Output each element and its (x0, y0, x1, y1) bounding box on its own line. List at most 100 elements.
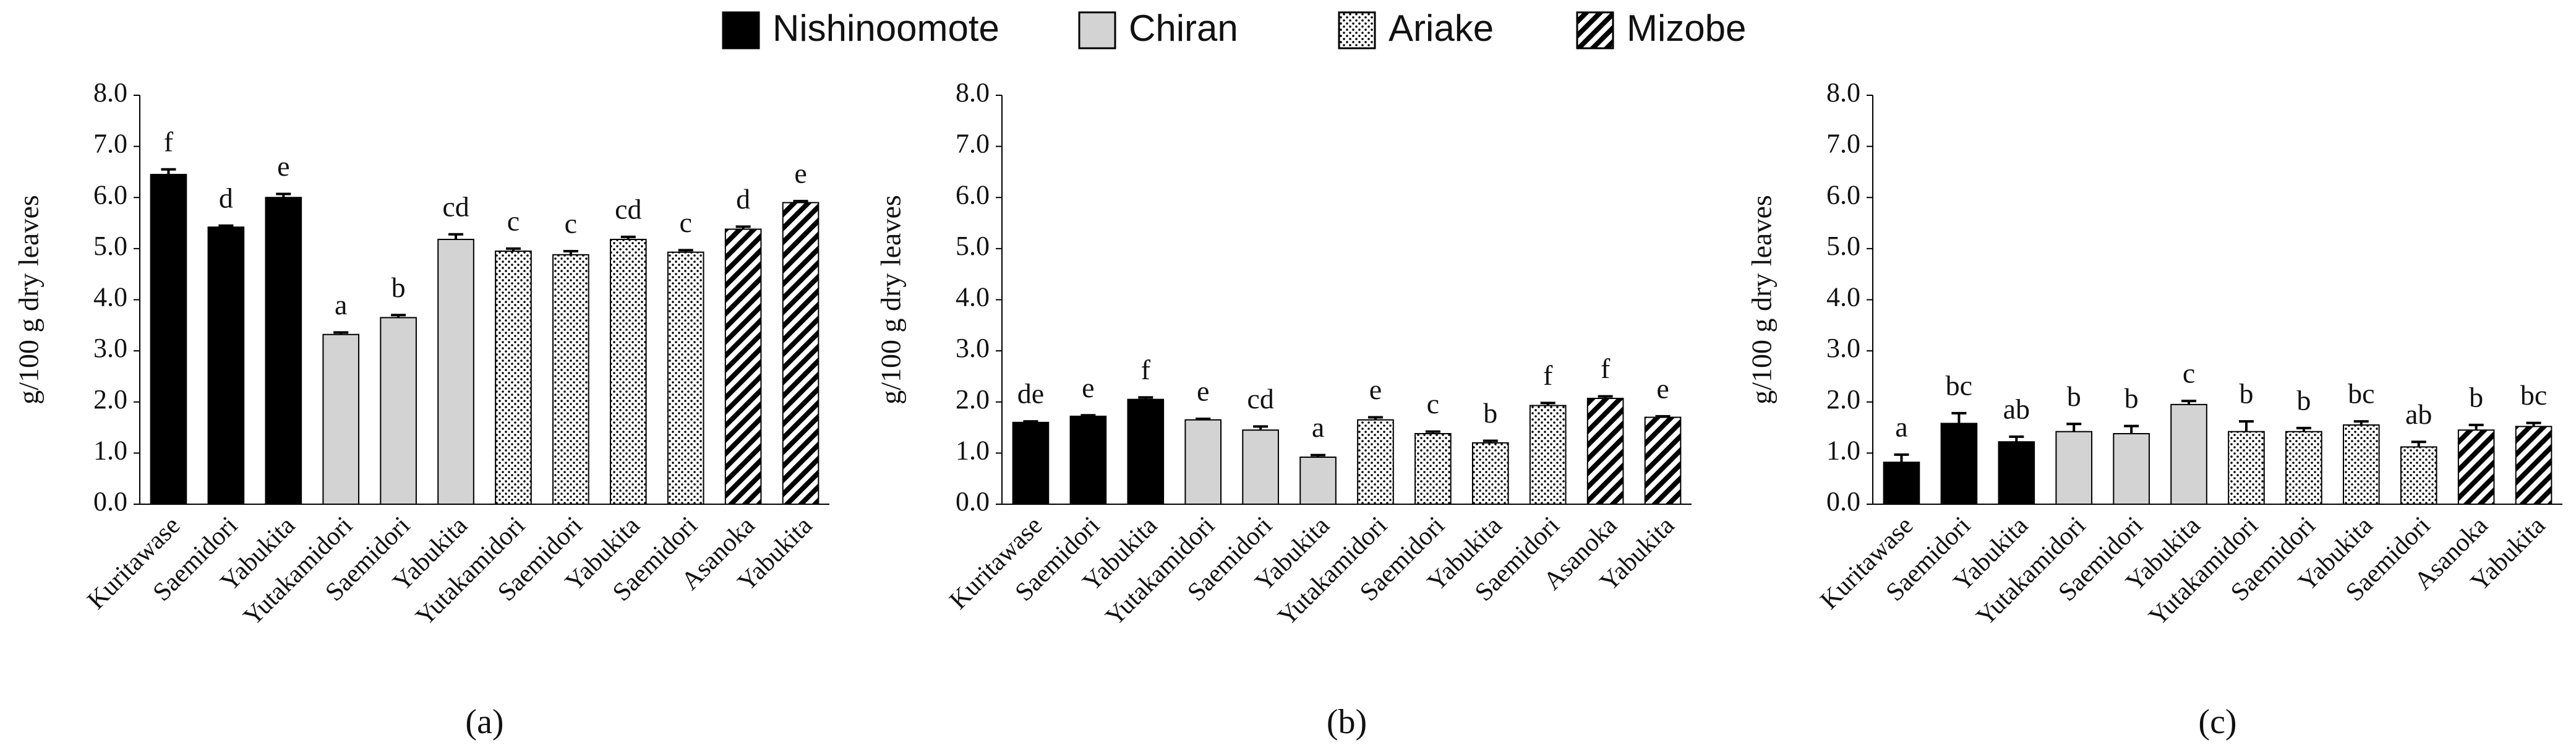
significance-letter: de (1017, 378, 1044, 410)
significance-letter: e (1082, 372, 1094, 403)
significance-letter: cd (442, 191, 469, 222)
y-tick-label: 0.0 (1826, 486, 1860, 517)
error-bar (1894, 453, 1909, 463)
y-tick-label: 0.0 (93, 486, 127, 517)
bar (265, 197, 302, 505)
significance-letter: a (335, 289, 347, 320)
significance-letter: ab (2405, 398, 2432, 430)
bar (2457, 429, 2495, 505)
error-bar (1311, 453, 1326, 457)
significance-letter: c (565, 208, 577, 239)
y-tick-label: 8.0 (93, 77, 127, 108)
bar (495, 251, 532, 505)
y-tick-label: 1.0 (956, 435, 990, 465)
error-bar (276, 192, 291, 198)
error-bar (2411, 440, 2426, 447)
bar (667, 251, 704, 505)
error-bar (1598, 395, 1613, 398)
significance-letter: d (736, 183, 750, 215)
legend-label: Nishinoomote (772, 7, 999, 49)
bar (2515, 426, 2552, 505)
bar (552, 254, 589, 505)
error-bar (333, 331, 349, 335)
significance-letter: f (1141, 354, 1151, 385)
y-tick-label: 1.0 (1826, 435, 1860, 465)
significance-letter: d (219, 182, 233, 213)
significance-letter: cd (1247, 383, 1273, 415)
error-bar (1196, 418, 1211, 421)
bar (1184, 419, 1222, 505)
y-tick-label: 8.0 (1826, 77, 1860, 108)
bar (1127, 398, 1165, 505)
bar (2113, 432, 2150, 505)
bar (1471, 442, 1509, 505)
significance-letter: c (507, 205, 520, 236)
y-tick-label: 4.0 (1826, 282, 1860, 312)
significance-letter: e (1656, 372, 1669, 404)
legend-swatch (1338, 11, 1376, 49)
error-bar (2181, 400, 2197, 405)
bar (1998, 441, 2035, 505)
y-tick-label: 2.0 (956, 384, 990, 415)
bar (1529, 405, 1567, 505)
significance-letter: bc (2348, 378, 2374, 410)
legend-label: Ariake (1389, 7, 1494, 49)
significance-letter: ab (2003, 393, 2030, 424)
bar (437, 239, 474, 505)
significance-letter: c (2183, 358, 2195, 389)
error-bar (2066, 423, 2082, 432)
error-bar (2468, 423, 2484, 431)
y-tick-label: 7.0 (93, 129, 127, 159)
error-bar (1540, 402, 1555, 406)
bar (782, 202, 819, 505)
significance-letter: e (794, 158, 807, 189)
error-bar (1023, 420, 1038, 423)
error-bar (1367, 416, 1383, 420)
error-bar (678, 249, 693, 252)
y-tick-label: 5.0 (93, 231, 127, 261)
bar (1299, 456, 1337, 505)
significance-letter: cd (615, 193, 641, 225)
significance-letter: e (1369, 374, 1382, 405)
error-bar (505, 247, 521, 252)
significance-letter: bc (2520, 379, 2547, 411)
bar (322, 333, 360, 505)
y-tick-label: 6.0 (1826, 179, 1860, 210)
bar (1940, 423, 1978, 505)
y-tick-label: 7.0 (1826, 129, 1860, 159)
bar (1357, 419, 1394, 505)
significance-letter: f (1601, 353, 1611, 384)
y-tick-label: 3.0 (1826, 333, 1860, 363)
bar (2055, 431, 2093, 505)
bar (2342, 424, 2380, 505)
bar (1414, 432, 1452, 505)
legend-swatch (722, 11, 760, 49)
error-bar (1951, 411, 1967, 424)
panel-label: (a) (465, 703, 503, 741)
error-bar (161, 168, 176, 175)
bar (609, 239, 647, 505)
y-axis-title: g/100 g dry leaves (1746, 195, 1778, 405)
y-tick-label: 3.0 (93, 333, 127, 363)
legend-swatch (1078, 11, 1116, 49)
bar (2228, 431, 2265, 505)
legend-swatch (1576, 11, 1614, 49)
significance-letter: e (277, 150, 289, 182)
significance-letter: f (164, 126, 174, 157)
y-tick-label: 7.0 (956, 129, 990, 159)
y-tick-label: 0.0 (956, 486, 990, 517)
error-bar (620, 235, 636, 240)
error-bar (735, 225, 751, 230)
error-bar (1425, 430, 1440, 434)
bar (207, 226, 245, 505)
error-bar (218, 224, 234, 228)
error-bar (1138, 396, 1153, 400)
significance-letter: b (2239, 378, 2253, 410)
error-bar (793, 200, 808, 203)
y-axis-title: g/100 g dry leaves (875, 195, 907, 405)
significance-letter: c (679, 207, 691, 238)
bar (1069, 415, 1107, 505)
error-bar (2353, 420, 2369, 425)
